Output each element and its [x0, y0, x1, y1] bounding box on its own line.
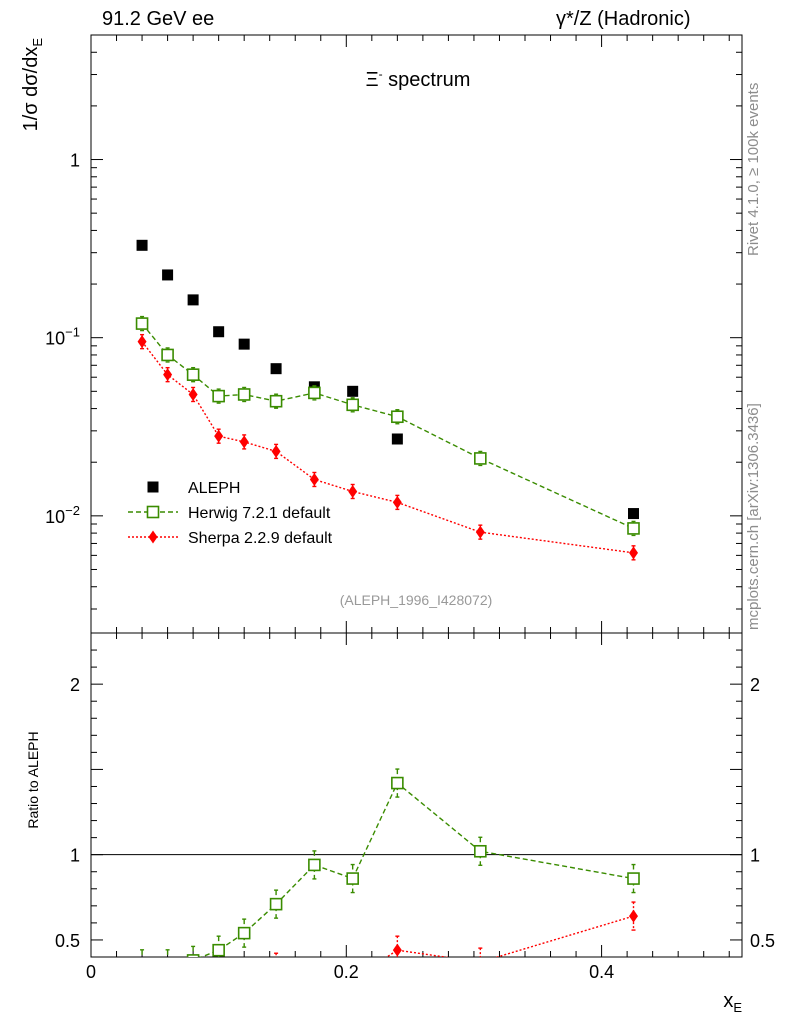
herwig-ratio-point — [162, 958, 173, 969]
ratio-y-tick-label-left: 1 — [70, 846, 80, 866]
sherpa-data-point — [475, 525, 485, 539]
main-plot-area — [135, 239, 640, 561]
sherpa-ratio-point — [214, 974, 223, 987]
aleph-data-point — [347, 385, 359, 397]
aleph-data-point — [187, 294, 199, 306]
herwig-data-point — [135, 317, 149, 330]
sherpa-data-point — [271, 444, 281, 458]
herwig-data-point — [391, 410, 404, 424]
sherpa-data-point — [239, 435, 249, 449]
aleph-data-point — [162, 269, 174, 281]
sherpa-ratio-point — [310, 968, 319, 981]
sherpa-data-point — [188, 387, 198, 401]
analysis-id-label: (ALEPH_1996_I428072) — [340, 592, 493, 608]
sherpa-ratio-point — [163, 971, 172, 984]
ratio-y-tick-label-left: 0.5 — [55, 931, 80, 951]
sherpa-data-point — [214, 429, 224, 443]
aleph-data-point — [136, 239, 148, 251]
main-y-tick-label: 10−1 — [45, 325, 80, 349]
sherpa-ratio-point — [189, 969, 198, 982]
x-axis-label-sub: E — [733, 1000, 742, 1015]
legend-marker-sherpa — [148, 530, 158, 544]
herwig-ratio-point — [308, 858, 321, 872]
sherpa-data-point — [137, 335, 147, 349]
sherpa-ratio-point — [629, 909, 638, 923]
main-y-axis-label-sub: E — [30, 38, 45, 47]
herwig-data-point — [346, 398, 359, 412]
x-tick-label: 0.2 — [334, 962, 359, 982]
herwig-ratio-point — [391, 776, 404, 790]
herwig-ratio-point — [269, 897, 283, 911]
main-y-tick-label: 10−2 — [45, 503, 80, 527]
herwig-data-point — [627, 522, 640, 535]
sherpa-data-point — [348, 484, 358, 498]
legend-label-herwig: Herwig 7.2.1 default — [188, 505, 331, 522]
ratio-y-tick-label-left: 2 — [70, 675, 80, 695]
legend-label-aleph: ALEPH — [188, 480, 240, 497]
ratio-plot-frame — [90, 632, 743, 958]
main-y-tick-exponent: −2 — [65, 503, 80, 518]
herwig-data-point — [308, 386, 321, 400]
herwig-ratio-point — [212, 943, 225, 957]
herwig-data-point — [474, 452, 487, 465]
herwig-data-point — [212, 389, 225, 403]
chart-title-superscript: - — [379, 67, 383, 81]
aleph-data-point — [391, 433, 403, 445]
legend-label-sherpa: Sherpa 2.2.9 default — [188, 530, 333, 547]
chart-title: Ξ- spectrum — [366, 67, 471, 91]
herwig-ratio-point — [474, 844, 487, 858]
legend-marker-aleph — [147, 481, 159, 493]
herwig-ratio-point — [346, 872, 359, 885]
sherpa-ratio-point — [240, 971, 249, 984]
legend-marker-herwig — [146, 505, 160, 519]
ratio-y-tick-label-right: 2 — [750, 675, 760, 695]
header-right-label: γ*/Z (Hadronic) — [556, 8, 691, 30]
sherpa-data-point — [629, 546, 638, 560]
sherpa-ratio-point — [138, 971, 147, 984]
sherpa-main-line — [141, 341, 634, 554]
x-tick-label: 0 — [86, 962, 96, 982]
sherpa-data-point — [309, 472, 319, 486]
ratio-y-tick-label-right: 0.5 — [750, 931, 775, 951]
herwig-data-point — [186, 368, 200, 381]
herwig-ratio-point — [237, 926, 251, 940]
x-tick-label: 0.4 — [589, 962, 614, 982]
main-y-axis-label: 1/σ dσ/dxE — [20, 38, 45, 132]
herwig-ratio-point — [186, 954, 200, 957]
herwig-data-point — [161, 348, 174, 362]
sherpa-data-point — [392, 495, 402, 509]
main-y-tick-label: 1 — [70, 151, 80, 171]
sherpa-ratio-point — [392, 943, 402, 957]
sherpa-ratio-point — [272, 961, 281, 974]
chart-title-rest: spectrum — [383, 69, 471, 91]
aleph-data-point — [213, 326, 225, 338]
herwig-data-point — [269, 394, 283, 408]
header-left-label: 91.2 GeV ee — [102, 8, 215, 30]
main-y-tick-exponent: −1 — [65, 325, 80, 340]
herwig-ratio-line — [199, 781, 634, 957]
aleph-data-point — [270, 363, 282, 375]
herwig-data-point — [237, 388, 251, 401]
sherpa-ratio-point — [479, 955, 482, 957]
aleph-data-point — [628, 508, 639, 520]
herwig-ratio-point — [137, 958, 148, 969]
x-axis-label: xE — [723, 990, 742, 1015]
sherpa-data-point — [163, 368, 173, 382]
herwig-main-line — [141, 323, 634, 530]
ratio-plot-area — [137, 768, 640, 987]
aleph-data-point — [238, 338, 250, 350]
herwig-ratio-point — [627, 872, 640, 885]
ratio-y-axis-label: Ratio to ALEPH — [25, 731, 41, 828]
ratio-y-tick-label-right: 1 — [750, 846, 760, 866]
